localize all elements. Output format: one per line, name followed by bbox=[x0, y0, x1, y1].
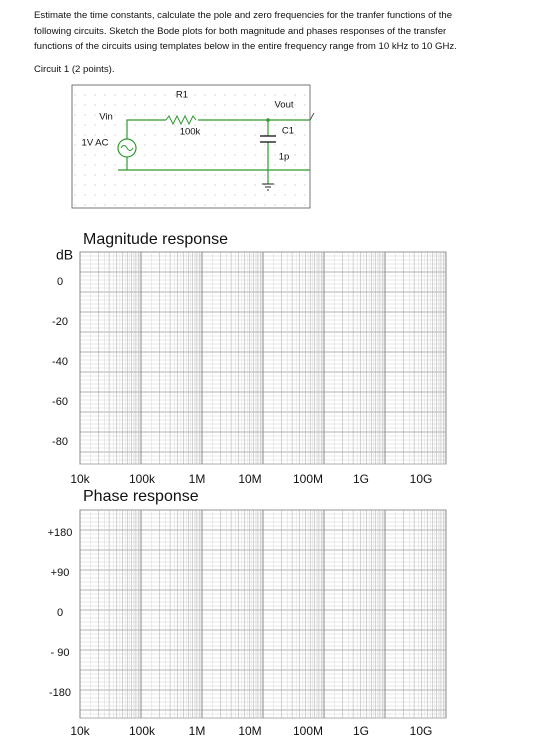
text-line: Estimate the time constants, calculate t… bbox=[34, 10, 453, 21]
y-tick-label: -40 bbox=[52, 356, 68, 368]
text-line: following circuits. Sketch the Bode plot… bbox=[34, 25, 447, 37]
plot-title: Magnitude response bbox=[83, 231, 228, 248]
vin-label: Vin bbox=[99, 112, 113, 123]
y-tick-label: -180 bbox=[49, 687, 71, 699]
probe bbox=[309, 112, 315, 121]
x-tick-label: 100M bbox=[293, 724, 323, 738]
c1-value: 1p bbox=[279, 152, 290, 163]
x-tick-label: 10M bbox=[238, 472, 261, 486]
x-tick-label: 1M bbox=[189, 472, 206, 486]
source-symbol bbox=[120, 145, 134, 151]
y-tick-label: 0 bbox=[57, 607, 63, 619]
x-tick-label: 10G bbox=[410, 472, 433, 486]
ground bbox=[262, 183, 274, 191]
y-tick-label: -80 bbox=[52, 436, 68, 448]
node bbox=[266, 118, 270, 122]
y-tick-label: -60 bbox=[52, 396, 68, 408]
x-tick-label: 10k bbox=[70, 724, 90, 738]
y-tick-label: +90 bbox=[51, 567, 70, 579]
x-tick-label: 1G bbox=[353, 724, 369, 738]
vout-label: Vout bbox=[274, 100, 293, 111]
x-tick-label: 100k bbox=[129, 724, 156, 738]
x-tick-label: 10G bbox=[410, 724, 433, 738]
source-label: 1V AC bbox=[82, 138, 109, 149]
capacitor bbox=[260, 135, 276, 143]
instructions: Estimate the time constants, calculate t… bbox=[34, 8, 457, 55]
x-tick-label: 100M bbox=[293, 472, 323, 486]
r1-label: R1 bbox=[176, 90, 188, 101]
resistor bbox=[165, 114, 197, 126]
x-tick-label: 1G bbox=[353, 472, 369, 486]
text-line: functions of the circuits using template… bbox=[34, 41, 457, 52]
x-tick-label: 10M bbox=[238, 724, 261, 738]
y-tick-label: -20 bbox=[52, 316, 68, 328]
wires bbox=[118, 119, 310, 184]
circuit: R1 100k Vin 1V AC Vout C1 1p bbox=[71, 84, 315, 209]
c1-label: C1 bbox=[282, 126, 294, 137]
y-tick-label: +180 bbox=[48, 527, 73, 539]
y-unit: dB bbox=[56, 247, 73, 263]
y-tick-label: 0 bbox=[57, 276, 63, 288]
x-tick-label: 10k bbox=[70, 472, 90, 486]
x-tick-label: 100k bbox=[129, 472, 156, 486]
plot-title: Phase response bbox=[83, 488, 199, 505]
y-tick-label: - 90 bbox=[51, 647, 70, 659]
r1-value: 100k bbox=[180, 127, 201, 138]
x-tick-label: 1M bbox=[189, 724, 206, 738]
circuit-heading: Circuit 1 (2 points). bbox=[34, 64, 115, 75]
